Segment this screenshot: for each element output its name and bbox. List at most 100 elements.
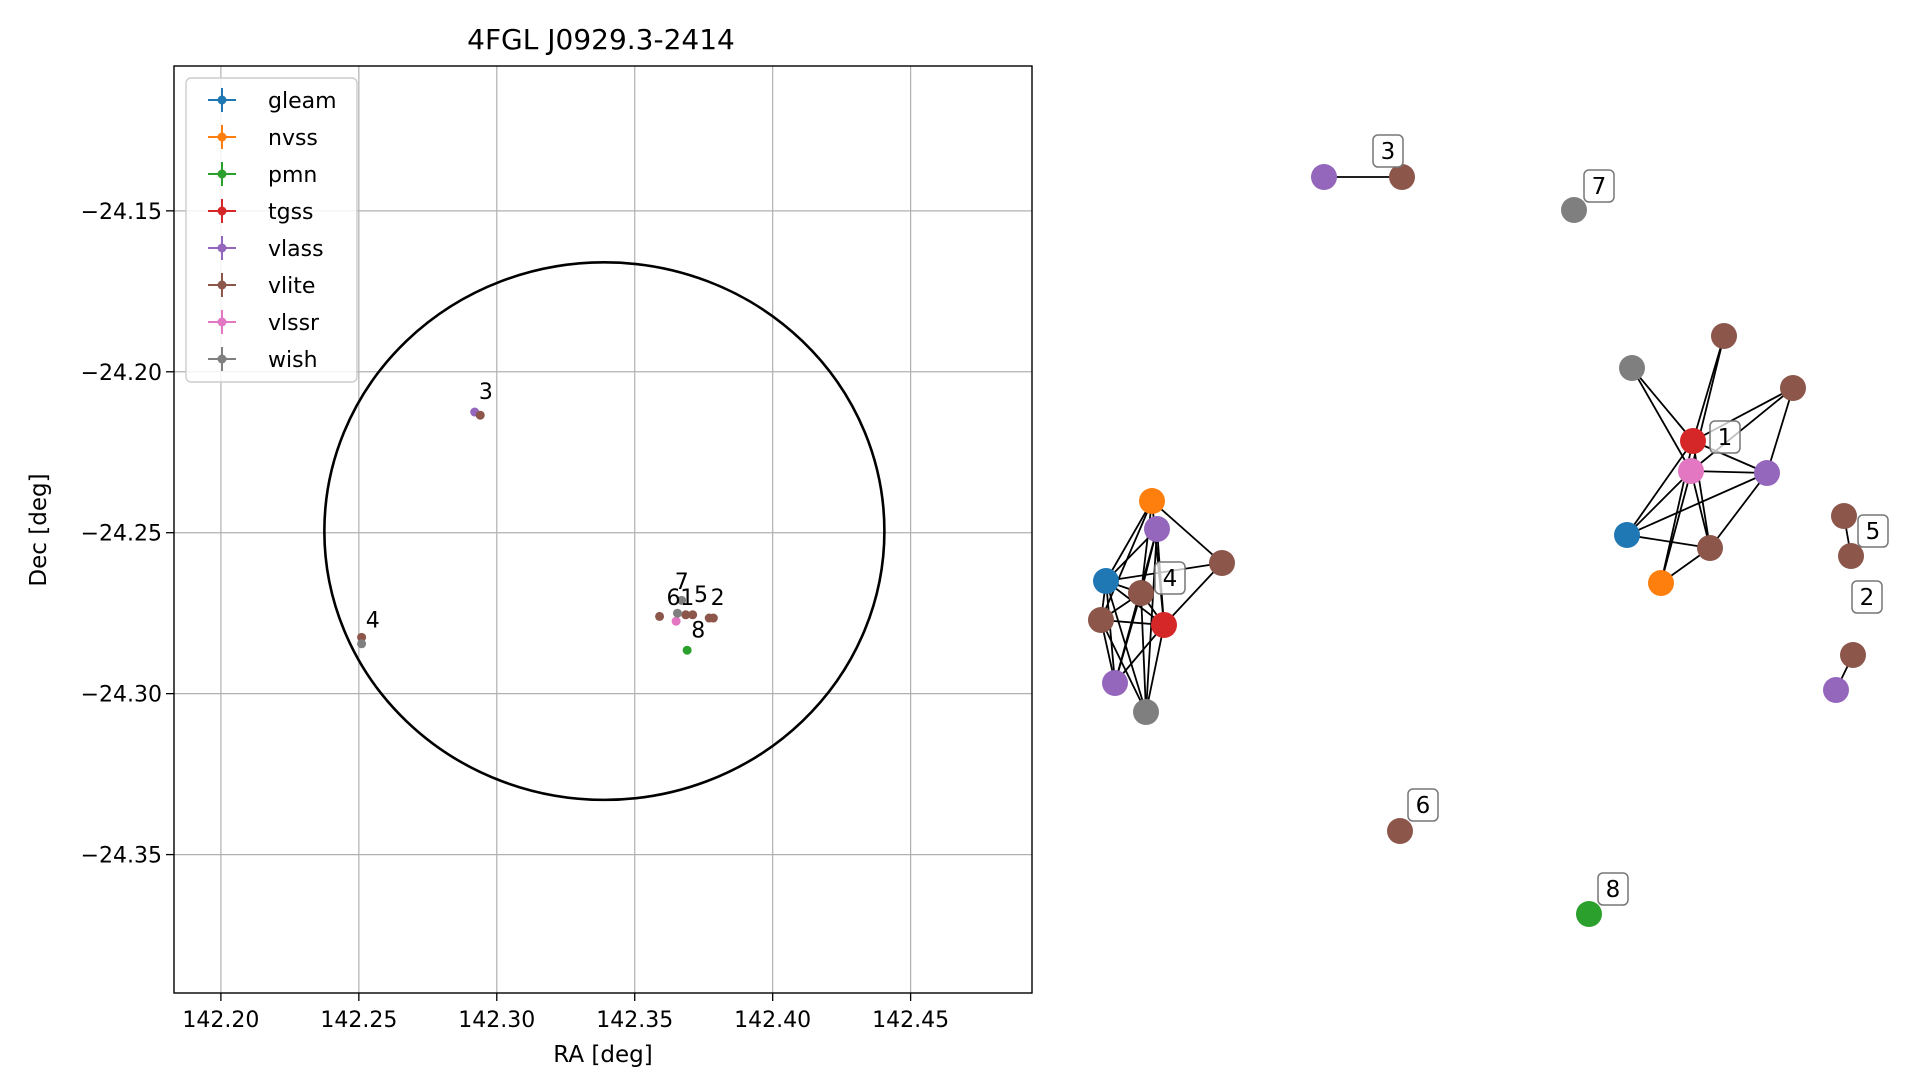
y-tick-label: −24.35 [81, 844, 162, 869]
network-label-5: 5 [1857, 514, 1889, 548]
wish-point [672, 608, 682, 618]
data-points [357, 407, 718, 655]
vlite-node [1387, 818, 1413, 844]
y-tick-label: −24.25 [81, 522, 162, 547]
edge [1626, 472, 1768, 536]
edge [1660, 470, 1692, 584]
x-tick-label: 142.30 [458, 1008, 535, 1033]
legend-label: vlass [268, 237, 324, 262]
annotation-7: 7 [675, 570, 689, 595]
vlite-node [1840, 642, 1866, 668]
vlite-point [357, 632, 367, 642]
wish-point [357, 639, 367, 649]
annotation-3: 3 [479, 380, 493, 405]
legend-label: vlssr [268, 311, 320, 336]
vlite-node [1389, 164, 1415, 190]
annotation-5: 5 [694, 583, 708, 608]
vlite-node [1831, 503, 1857, 529]
vlite-point [655, 611, 665, 621]
legend-label: nvss [268, 126, 318, 151]
legend-marker-dot [217, 206, 227, 216]
legend-label: pmn [268, 163, 317, 188]
annotation-2: 2 [711, 586, 725, 611]
chart-title: 4FGL J0929.3-2414 [467, 23, 735, 56]
nvss-node [1139, 488, 1165, 514]
network-label-7: 7 [1583, 169, 1615, 203]
edge [1100, 500, 1153, 621]
svg-text:2: 2 [1860, 585, 1875, 611]
y-axis-label: Dec [deg] [26, 473, 52, 586]
svg-text:1: 1 [1718, 425, 1733, 451]
edge [1145, 624, 1165, 713]
localization-ellipse-layer [323, 261, 886, 802]
edge [1105, 580, 1116, 684]
wish-node [1561, 197, 1587, 223]
edge [1626, 534, 1711, 549]
vlass-node [1102, 670, 1128, 696]
edge [1690, 387, 1794, 472]
x-tick-label: 142.35 [596, 1008, 673, 1033]
legend-marker-dot [217, 95, 227, 105]
pmn-point [682, 645, 692, 655]
annotation-4: 4 [366, 609, 380, 634]
network-nodes [1088, 164, 1866, 927]
vlite-node [1209, 550, 1235, 576]
vlite-node [1697, 535, 1723, 561]
svg-text:3: 3 [1381, 139, 1396, 165]
association-network-panel: 3 7 1 4 5 2 6 [1088, 134, 1889, 927]
legend-marker-dot [217, 354, 227, 364]
vlite-node [1780, 375, 1806, 401]
plot-frame [173, 65, 1033, 994]
vlite-node [1838, 543, 1864, 569]
y-axis-ticks: −24.15 −24.20 −24.25 −24.30 −24.35 [81, 200, 174, 869]
vlssr-node [1678, 458, 1704, 484]
edge [1105, 500, 1153, 582]
edge [1626, 470, 1692, 536]
network-label-2: 2 [1851, 580, 1883, 614]
network-label-4: 4 [1154, 561, 1186, 595]
legend-marker-dot [217, 169, 227, 179]
legend-marker-dot [217, 132, 227, 142]
y-tick-label: −24.15 [81, 200, 162, 225]
edge [1140, 592, 1147, 713]
vlass-node [1144, 516, 1170, 542]
network-label-1: 1 [1709, 420, 1741, 454]
localization-ellipse [323, 261, 886, 802]
network-labels: 3 7 1 4 5 2 6 [1154, 134, 1889, 906]
edge [1692, 440, 1768, 474]
edge [1631, 367, 1694, 442]
edge [1692, 387, 1794, 442]
vlass-node [1754, 460, 1780, 486]
vlite-point [475, 410, 485, 420]
vlite-point [708, 613, 718, 623]
edge [1631, 367, 1692, 472]
gleam-node [1614, 522, 1640, 548]
edge [1766, 387, 1794, 474]
x-axis-label: RA [deg] [553, 1042, 652, 1068]
annotation-8: 8 [691, 618, 705, 643]
x-axis-ticks: 142.20 142.25 142.30 142.35 142.40 142.45 [182, 993, 949, 1033]
vlssr-point [671, 616, 681, 626]
gleam-node [1093, 568, 1119, 594]
vlass-node [1311, 164, 1337, 190]
pmn-node [1576, 901, 1602, 927]
legend-label: gleam [268, 89, 337, 114]
network-label-6: 6 [1407, 788, 1439, 822]
edge [1692, 440, 1711, 549]
network-label-8: 8 [1597, 872, 1629, 906]
annotation-6: 6 [666, 586, 680, 611]
edge [1100, 619, 1147, 713]
x-tick-label: 142.40 [734, 1008, 811, 1033]
edge [1151, 500, 1223, 564]
x-tick-label: 142.45 [872, 1008, 949, 1033]
edge [1709, 472, 1768, 549]
x-tick-label: 142.25 [320, 1008, 397, 1033]
svg-text:8: 8 [1606, 877, 1621, 903]
svg-text:6: 6 [1416, 793, 1431, 819]
x-tick-label: 142.20 [182, 1008, 259, 1033]
legend-marker-dot [217, 317, 227, 327]
wish-point [677, 595, 687, 605]
svg-text:5: 5 [1866, 519, 1881, 545]
nvss-node [1648, 570, 1674, 596]
